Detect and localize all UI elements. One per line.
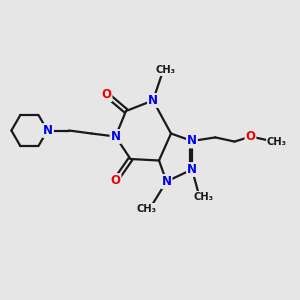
- Text: CH₃: CH₃: [155, 65, 175, 75]
- Text: O: O: [101, 88, 112, 101]
- Text: N: N: [43, 124, 53, 137]
- Text: O: O: [245, 130, 256, 143]
- Text: N: N: [148, 94, 158, 107]
- Text: N: N: [161, 175, 172, 188]
- Text: N: N: [187, 163, 197, 176]
- Text: N: N: [110, 130, 121, 143]
- Text: CH₃: CH₃: [194, 192, 214, 202]
- Text: CH₃: CH₃: [267, 137, 287, 147]
- Text: N: N: [187, 134, 197, 148]
- Text: O: O: [110, 174, 121, 187]
- Text: CH₃: CH₃: [137, 204, 157, 214]
